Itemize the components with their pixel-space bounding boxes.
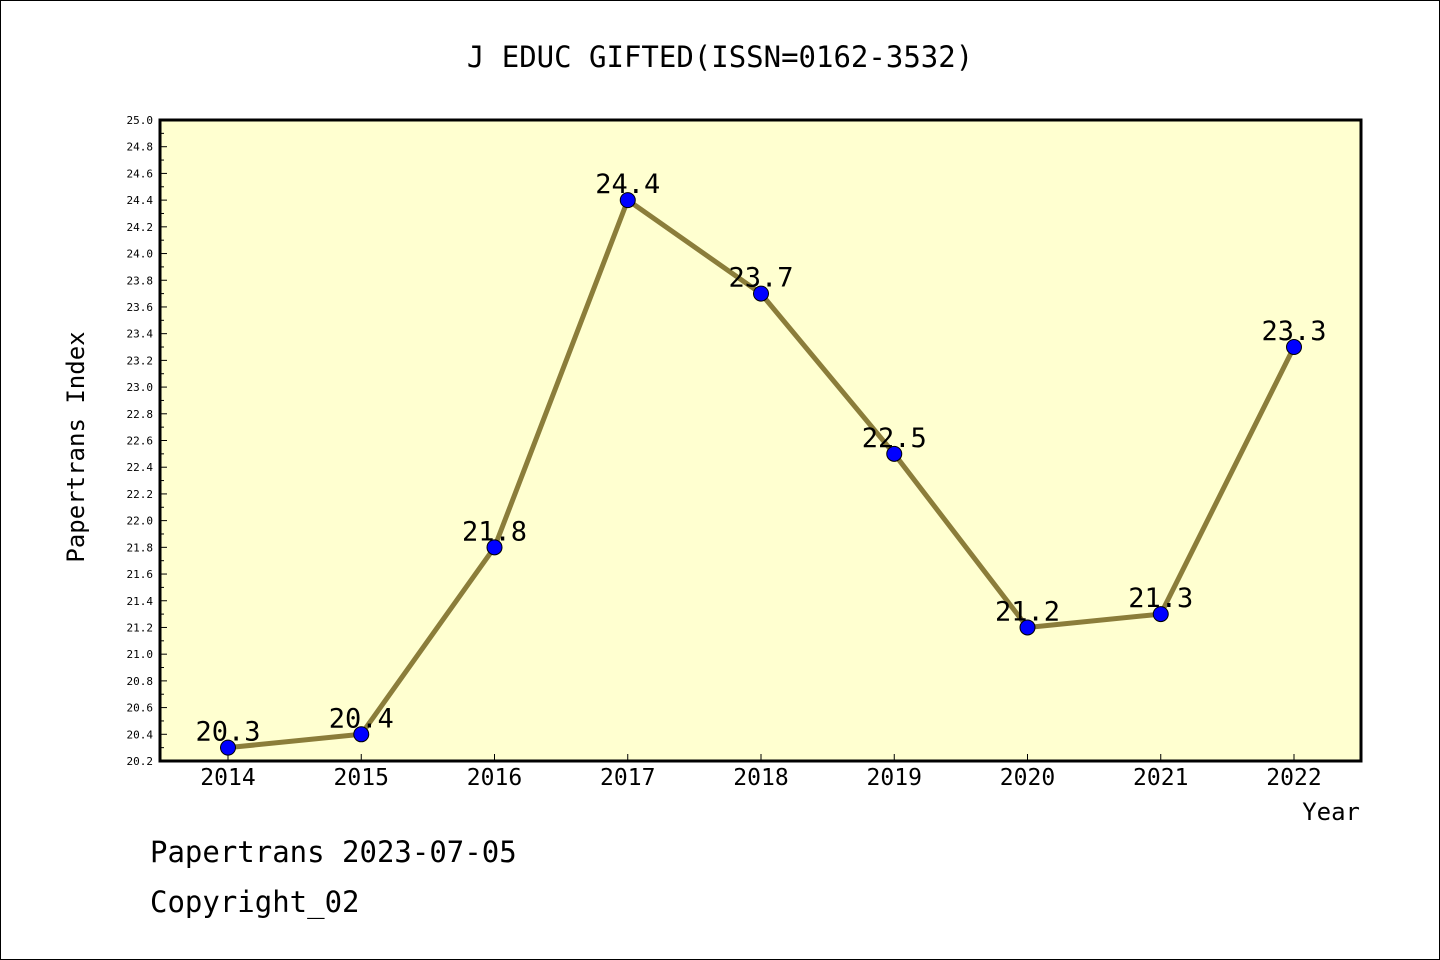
x-tick-label: 2021 bbox=[1133, 765, 1188, 791]
y-tick-label: 22.6 bbox=[127, 435, 154, 448]
y-tick-label: 24.8 bbox=[127, 141, 154, 154]
data-label: 20.4 bbox=[329, 703, 394, 734]
y-tick-label: 23.0 bbox=[127, 381, 154, 394]
x-axis-label: Year bbox=[1302, 798, 1360, 826]
data-point-marker bbox=[220, 739, 236, 756]
y-axis-ticks bbox=[160, 119, 167, 762]
data-point-marker bbox=[1152, 606, 1169, 623]
data-label: 21.3 bbox=[1128, 583, 1193, 614]
chart-title: J EDUC GIFTED(ISSN=0162-3532) bbox=[467, 40, 973, 74]
x-axis-ticks bbox=[227, 754, 1295, 761]
y-tick-label: 20.4 bbox=[127, 728, 154, 741]
y-tick-label: 24.2 bbox=[127, 221, 154, 234]
data-label: 21.8 bbox=[462, 516, 527, 547]
footer-copyright: Copyright_02 bbox=[150, 885, 360, 919]
x-tick-label: 2022 bbox=[1266, 765, 1321, 791]
plot-area bbox=[158, 118, 1363, 763]
y-tick-label: 24.0 bbox=[127, 248, 154, 261]
y-tick-label: 23.6 bbox=[127, 301, 154, 314]
data-point-marker bbox=[486, 539, 503, 556]
x-tick-label: 2020 bbox=[1000, 765, 1055, 791]
y-tick-label: 20.2 bbox=[127, 755, 154, 768]
x-tick-label: 2014 bbox=[200, 765, 255, 791]
y-tick-label: 20.8 bbox=[127, 675, 154, 688]
y-tick-label: 22.2 bbox=[127, 488, 154, 501]
y-tick-label: 24.6 bbox=[127, 167, 154, 180]
y-tick-label: 22.0 bbox=[127, 515, 154, 528]
y-tick-label: 24.4 bbox=[127, 194, 154, 207]
y-axis-tick-labels: 20.2 20.4 20.6 20.8 21.0 21.2 21.4 21.6 21.8 22.0… bbox=[127, 114, 154, 768]
y-tick-label: 21.4 bbox=[127, 595, 154, 608]
x-tick-label: 2019 bbox=[867, 765, 922, 791]
y-tick-label: 21.0 bbox=[127, 648, 154, 661]
y-tick-label: 21.2 bbox=[127, 621, 154, 634]
data-label: 24.4 bbox=[595, 169, 660, 200]
footer-date-line: Papertrans 2023-07-05 bbox=[150, 835, 517, 869]
data-point-marker bbox=[886, 445, 903, 462]
data-point-marker bbox=[353, 726, 370, 743]
data-label: 22.5 bbox=[862, 423, 927, 454]
y-tick-label: 22.8 bbox=[127, 408, 154, 421]
y-tick-label: 25.0 bbox=[127, 114, 154, 127]
y-tick-label: 20.6 bbox=[127, 702, 154, 715]
data-point-marker bbox=[619, 192, 636, 209]
x-axis-tick-labels: 2014 2015 2016 2017 2018 2019 2020 2021 2022 bbox=[200, 765, 1321, 791]
data-labels: 20.3 20.4 21.8 24.4 23.7 22.5 21.2 21.3 23.3 bbox=[195, 169, 1326, 748]
data-point-marker bbox=[1286, 339, 1302, 356]
x-tick-label: 2018 bbox=[733, 765, 788, 791]
y-axis-label: Papertrans Index bbox=[62, 331, 90, 562]
y-tick-label: 23.8 bbox=[127, 274, 154, 287]
data-point-marker bbox=[1019, 619, 1036, 636]
y-tick-label: 22.4 bbox=[127, 461, 154, 474]
data-label: 23.7 bbox=[728, 263, 793, 294]
data-point-marker bbox=[753, 285, 769, 302]
series-markers bbox=[220, 192, 1302, 756]
y-tick-label: 23.4 bbox=[127, 328, 154, 341]
data-label: 23.3 bbox=[1261, 316, 1326, 347]
x-tick-label: 2015 bbox=[334, 765, 389, 791]
x-tick-label: 2017 bbox=[600, 765, 655, 791]
data-label: 21.2 bbox=[995, 596, 1060, 627]
data-label: 20.3 bbox=[195, 717, 260, 748]
x-tick-label: 2016 bbox=[467, 765, 522, 791]
y-tick-label: 21.8 bbox=[127, 541, 154, 554]
y-tick-label: 21.6 bbox=[127, 568, 154, 581]
y-tick-label: 23.2 bbox=[127, 354, 154, 367]
